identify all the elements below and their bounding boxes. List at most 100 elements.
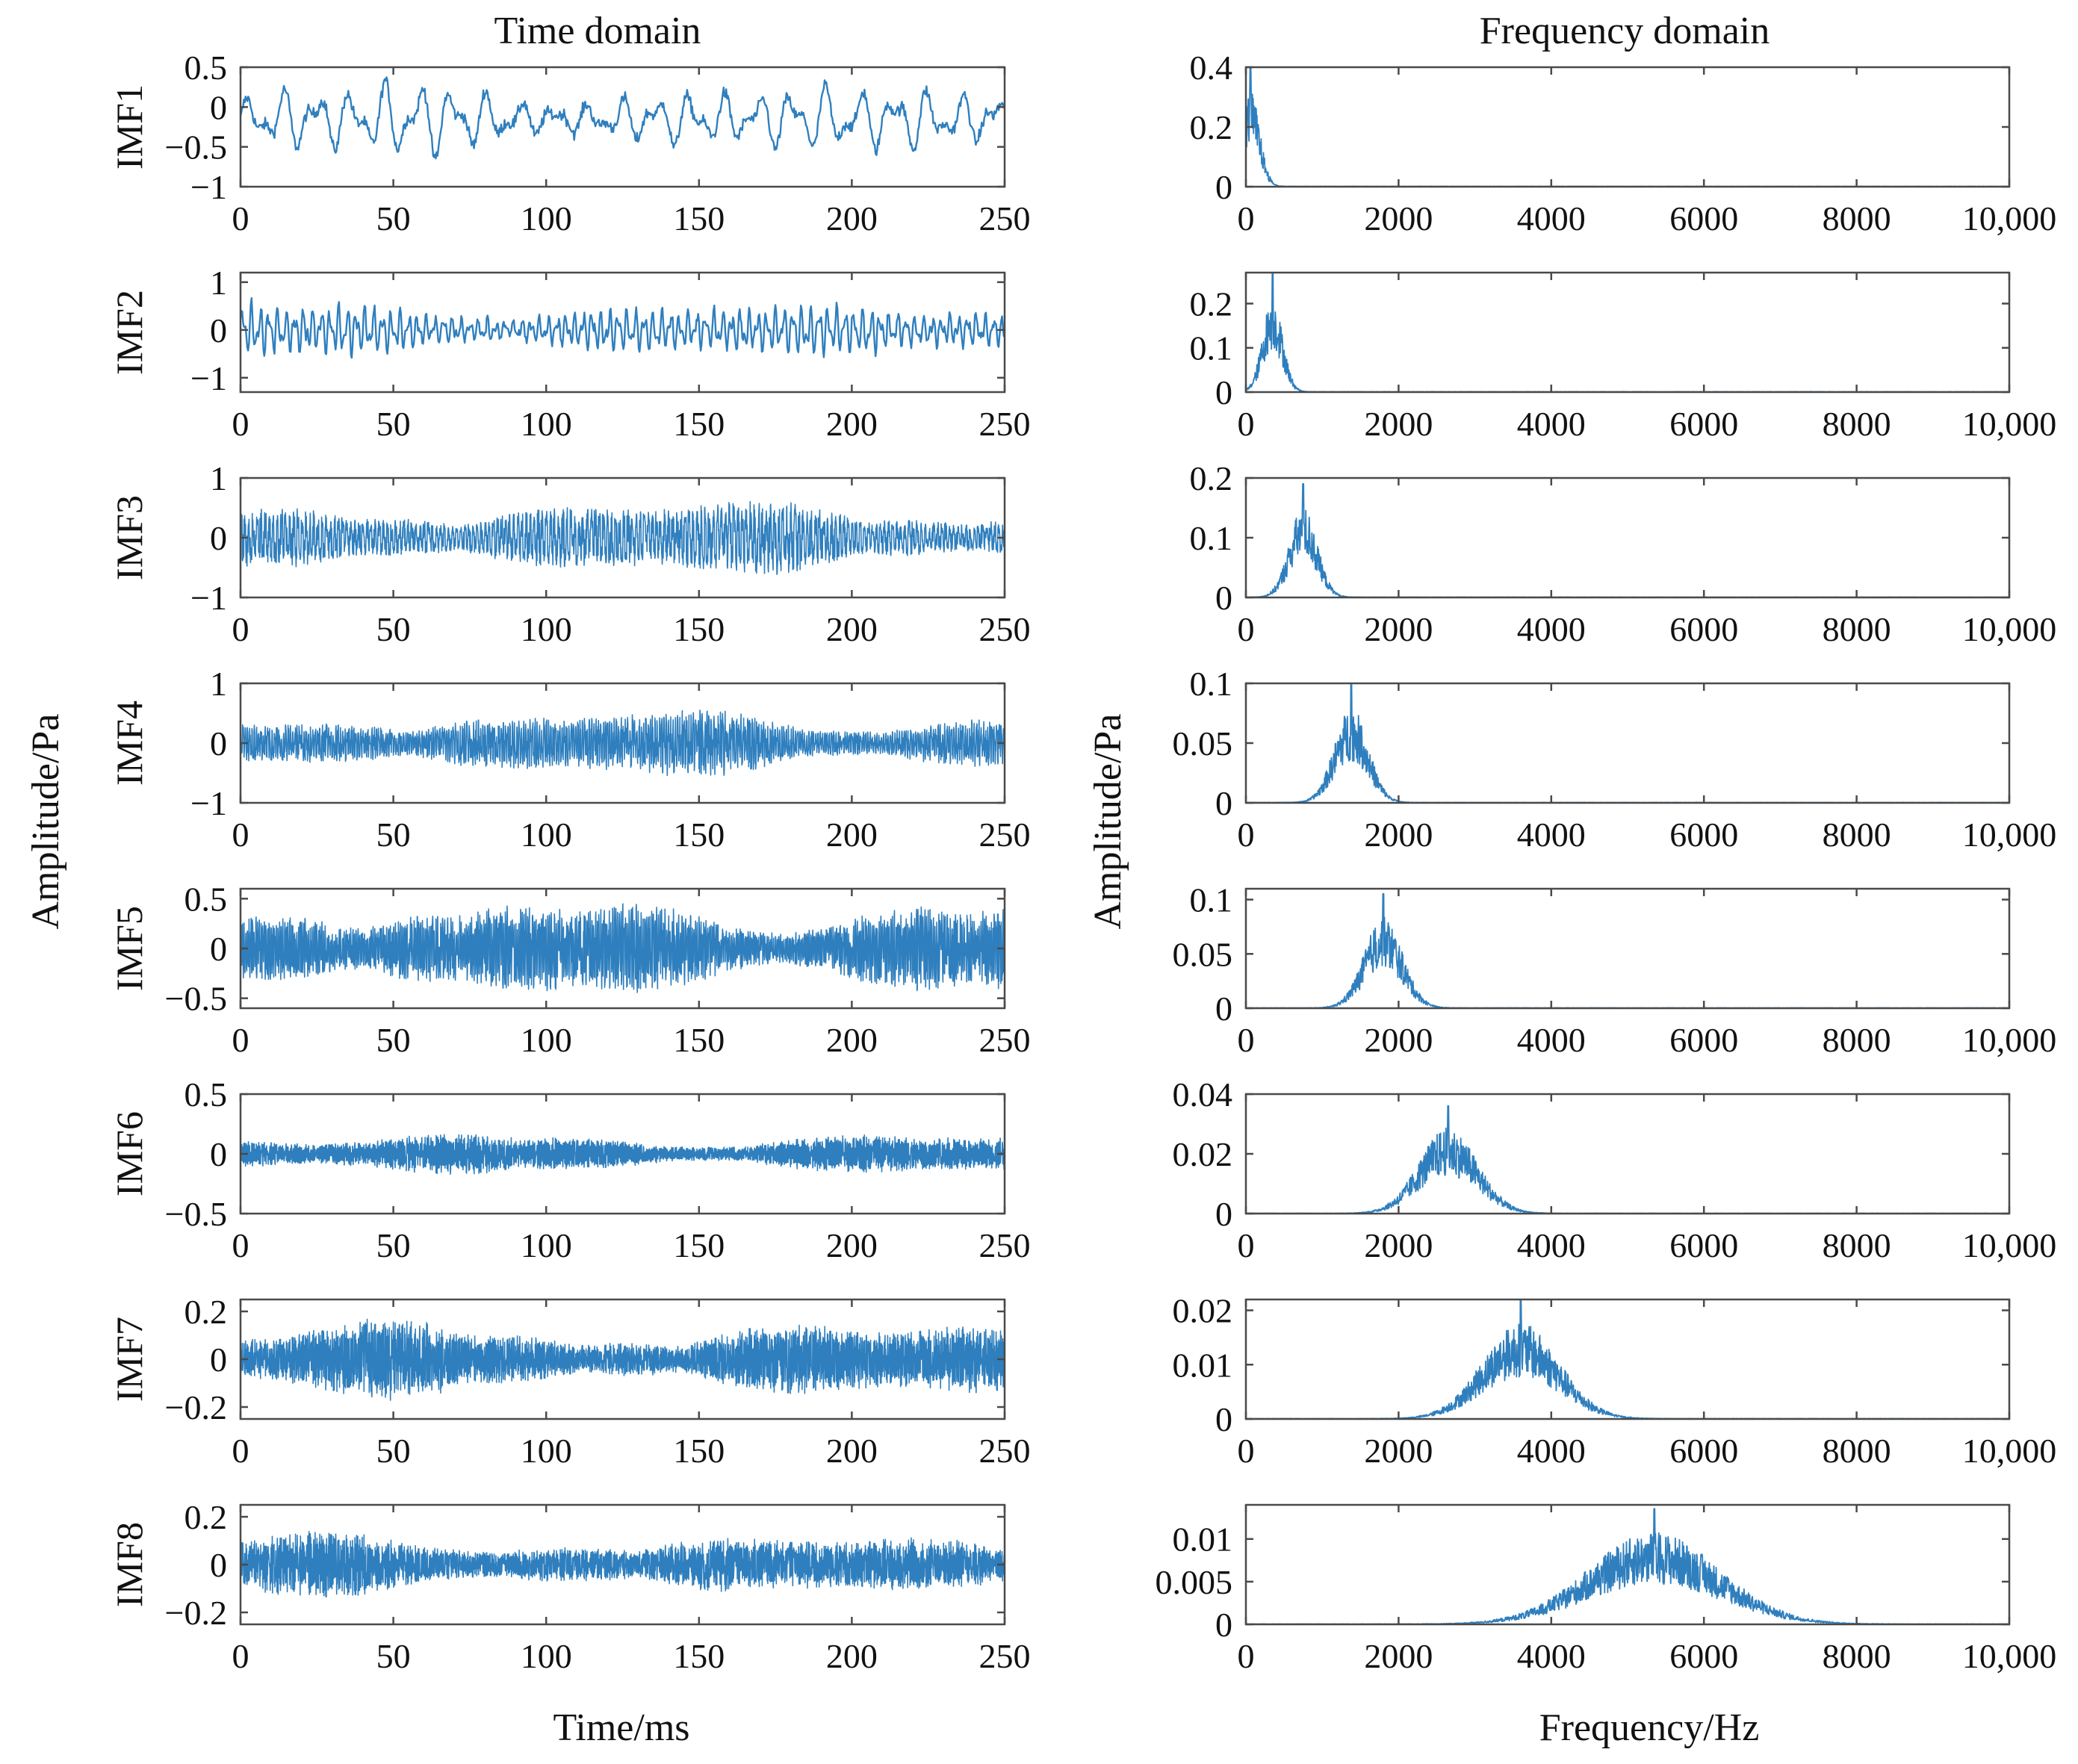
x-tick-label: 8000 — [1823, 405, 1891, 443]
x-tick-label: 100 — [521, 1226, 572, 1264]
signal-line-imf8 — [240, 1530, 1005, 1598]
y-tick-label: 0.5 — [184, 49, 228, 87]
y-tick-label: −0.5 — [165, 128, 227, 167]
x-tick-label: 0 — [232, 1432, 249, 1470]
signal-line-imf4 — [240, 709, 1005, 777]
y-tick-label: −0.2 — [165, 1594, 227, 1632]
x-tick-label: 250 — [979, 1637, 1031, 1675]
x-tick-label: 6000 — [1669, 1432, 1738, 1470]
y-tick-label: 0.1 — [1190, 519, 1233, 557]
signal-line-imf6 — [240, 1134, 1005, 1175]
x-tick-label: 250 — [979, 1432, 1031, 1470]
x-tick-label: 200 — [826, 610, 878, 648]
y-tick-label: −1 — [190, 579, 227, 617]
x-tick-label: 200 — [826, 405, 878, 443]
x-tick-label: 2000 — [1364, 1226, 1433, 1264]
axes-box — [1244, 887, 2011, 1010]
x-tick-label: 10,000 — [1962, 199, 2057, 237]
x-tick-label: 2000 — [1364, 610, 1433, 648]
x-tick-label: 100 — [521, 199, 572, 237]
y-tick-label: 0.2 — [1190, 459, 1233, 497]
x-tick-label: 4000 — [1517, 1226, 1586, 1264]
x-tick-label: 0 — [1238, 1021, 1255, 1059]
y-tick-label: 0.02 — [1173, 1135, 1233, 1173]
y-tick-label: 0 — [1215, 1606, 1232, 1644]
x-tick-label: 200 — [826, 1226, 878, 1264]
x-tick-label: 2000 — [1364, 405, 1433, 443]
x-tick-label: 8000 — [1823, 1432, 1891, 1470]
x-tick-label: 100 — [521, 1637, 572, 1675]
x-tick-label: 4000 — [1517, 1021, 1586, 1059]
x-tick-label: 2000 — [1364, 1432, 1433, 1470]
x-tick-label: 200 — [826, 1432, 878, 1470]
x-tick-label: 6000 — [1669, 816, 1738, 854]
y-tick-label: 0 — [210, 930, 227, 968]
y-tick-label: 0 — [210, 311, 227, 350]
signal-line-imf5 — [240, 903, 1005, 993]
x-tick-label: 150 — [673, 1637, 725, 1675]
x-tick-label: 0 — [232, 1021, 249, 1059]
left-x-axis-label: Time/ms — [553, 1706, 689, 1749]
x-tick-label: 10,000 — [1962, 1432, 2057, 1470]
x-tick-label: 150 — [673, 1226, 725, 1264]
x-tick-label: 250 — [979, 610, 1031, 648]
y-tick-label: −0.5 — [165, 1195, 227, 1233]
y-tick-label: 1 — [210, 665, 227, 703]
x-tick-label: 2000 — [1364, 1637, 1433, 1675]
x-tick-label: 4000 — [1517, 199, 1586, 237]
x-tick-label: 200 — [826, 199, 878, 237]
x-tick-label: 50 — [376, 199, 411, 237]
y-tick-label: 0 — [1215, 579, 1232, 617]
x-tick-label: 0 — [1238, 199, 1255, 237]
x-tick-label: 50 — [376, 1226, 411, 1264]
right-column-title: Frequency domain — [1480, 10, 1770, 52]
x-tick-label: 2000 — [1364, 816, 1433, 854]
y-tick-label: 0 — [210, 1341, 227, 1379]
y-tick-label: 0.1 — [1190, 881, 1233, 919]
axes-box — [1244, 1503, 2011, 1626]
x-tick-label: 8000 — [1823, 1021, 1891, 1059]
x-tick-label: 6000 — [1669, 610, 1738, 648]
y-tick-label: 0 — [1215, 168, 1232, 206]
y-tick-label: 0.5 — [184, 880, 228, 918]
x-tick-label: 150 — [673, 610, 725, 648]
y-tick-label: 1 — [210, 264, 227, 302]
x-tick-label: 150 — [673, 405, 725, 443]
x-tick-label: 100 — [521, 405, 572, 443]
x-tick-label: 10,000 — [1962, 1637, 2057, 1675]
x-tick-label: 250 — [979, 405, 1031, 443]
x-tick-label: 2000 — [1364, 199, 1433, 237]
panel-label-imf4: IMF4 — [108, 701, 150, 786]
x-tick-label: 50 — [376, 610, 411, 648]
y-tick-label: 0.02 — [1173, 1292, 1233, 1330]
signal-line-imf7 — [240, 1318, 1005, 1401]
axes-box — [239, 66, 1006, 188]
y-tick-label: 0 — [210, 724, 227, 763]
panel-label-imf2: IMF2 — [108, 290, 150, 375]
y-tick-label: 0.05 — [1173, 724, 1233, 763]
y-tick-label: 1 — [210, 459, 227, 497]
x-tick-label: 4000 — [1517, 1432, 1586, 1470]
y-tick-label: −0.2 — [165, 1388, 227, 1426]
x-tick-label: 150 — [673, 1021, 725, 1059]
y-tick-label: 0.2 — [1190, 108, 1233, 146]
panel-label-imf3: IMF3 — [108, 495, 150, 580]
y-tick-label: −1 — [190, 168, 227, 206]
y-tick-label: 0 — [1215, 373, 1232, 412]
freq-panel-imf3: 0 2000 4000 6000 8000 10,000 0 0.1 0.2 — [1190, 459, 2057, 648]
freq-panel-imf6: 0 2000 4000 6000 8000 10,000 0 0.02 0.04 — [1173, 1075, 2057, 1264]
x-tick-label: 0 — [1238, 1226, 1255, 1264]
x-tick-label: 2000 — [1364, 1021, 1433, 1059]
y-tick-label: −1 — [190, 784, 227, 822]
x-tick-label: 250 — [979, 199, 1031, 237]
x-tick-label: 8000 — [1823, 199, 1891, 237]
axes-box — [239, 271, 1006, 394]
x-tick-label: 4000 — [1517, 816, 1586, 854]
